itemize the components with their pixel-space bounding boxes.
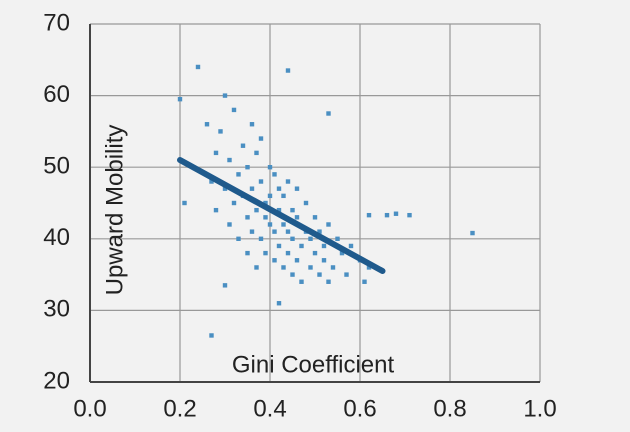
point: [285, 68, 291, 73]
point: [177, 96, 183, 102]
point: [272, 172, 277, 177]
point: [348, 243, 354, 249]
point: [312, 250, 318, 256]
point: [249, 229, 255, 234]
point: [231, 107, 237, 113]
point: [276, 186, 282, 191]
point: [281, 265, 286, 270]
x-tick-label: 0.4: [253, 395, 286, 422]
point: [249, 122, 255, 127]
point: [285, 250, 291, 256]
point: [254, 265, 259, 270]
point: [245, 165, 250, 170]
point: [321, 258, 327, 263]
point: [236, 236, 241, 241]
point: [258, 179, 264, 184]
point: [344, 272, 349, 277]
point: [218, 129, 223, 134]
point: [267, 193, 273, 199]
point: [281, 222, 286, 227]
y-tick-label: 40: [43, 224, 70, 251]
point: [276, 207, 282, 213]
y-axis-label: Upward Mobility: [101, 125, 128, 296]
point: [393, 211, 399, 216]
point: [330, 265, 336, 270]
x-tick-label: 0.0: [73, 395, 106, 422]
point: [317, 272, 322, 277]
point: [258, 136, 264, 141]
point: [290, 272, 295, 277]
point: [308, 265, 313, 270]
point: [335, 236, 340, 241]
point: [272, 258, 277, 263]
point: [236, 172, 241, 177]
point: [245, 250, 250, 256]
point: [366, 265, 372, 270]
point: [240, 143, 246, 148]
point: [227, 222, 232, 227]
point: [222, 283, 228, 288]
point: [222, 93, 228, 98]
point: [258, 236, 264, 241]
point: [276, 243, 282, 249]
point: [317, 229, 322, 234]
point: [209, 333, 214, 338]
point: [290, 236, 295, 241]
point: [213, 150, 219, 156]
point: [263, 250, 268, 256]
point: [294, 186, 300, 191]
point: [308, 236, 313, 241]
point: [299, 243, 304, 249]
point: [281, 193, 286, 199]
point: [299, 279, 304, 284]
point: [321, 243, 327, 249]
point: [209, 179, 214, 184]
point: [285, 229, 291, 234]
point: [272, 229, 277, 234]
point: [213, 207, 219, 213]
point: [294, 258, 300, 263]
point: [249, 186, 255, 191]
point: [254, 207, 259, 213]
y-tick-label: 60: [43, 81, 70, 108]
fit-line: [177, 157, 386, 275]
point: [326, 222, 331, 227]
point: [290, 207, 295, 213]
point: [276, 301, 282, 306]
point: [303, 200, 309, 206]
x-tick-label: 0.2: [163, 395, 196, 422]
point: [366, 212, 372, 218]
point: [294, 215, 300, 220]
point: [326, 279, 331, 284]
point: [326, 111, 331, 116]
point: [267, 222, 273, 227]
point: [362, 279, 367, 284]
point: [222, 186, 228, 191]
y-tick-label: 50: [43, 153, 70, 180]
point: [339, 250, 345, 256]
point: [384, 212, 390, 218]
x-tick-label: 0.8: [433, 395, 466, 422]
point: [285, 179, 291, 184]
point: [470, 230, 475, 236]
y-tick-label: 30: [43, 296, 70, 323]
point: [407, 212, 412, 218]
point: [263, 215, 268, 220]
point: [267, 165, 273, 170]
point: [312, 215, 318, 220]
point: [204, 122, 210, 127]
point: [263, 200, 268, 206]
x-tick-label: 1.0: [523, 395, 556, 422]
x-axis-label: Gini Coefficient: [232, 351, 395, 378]
point: [195, 64, 201, 70]
point: [182, 200, 187, 206]
x-tick-label: 0.6: [343, 395, 376, 422]
point: [245, 215, 250, 220]
point: [227, 157, 232, 163]
point: [254, 150, 259, 156]
y-tick-label: 20: [43, 367, 70, 394]
y-tick-label: 70: [43, 9, 70, 36]
point: [231, 200, 237, 206]
